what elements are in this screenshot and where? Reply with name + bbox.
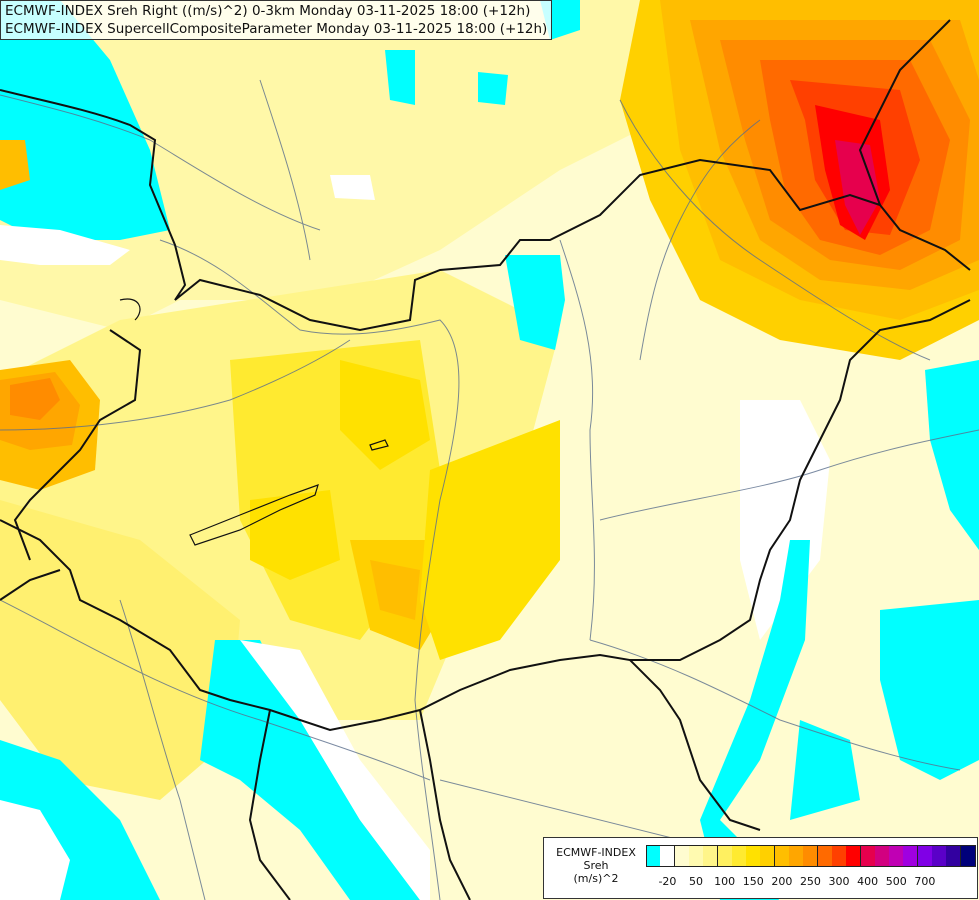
legend-tick-label: -20: [658, 875, 677, 888]
legend-swatch: [774, 845, 790, 867]
legend-tick-label: 300: [828, 875, 850, 888]
legend-tick-label: 50: [689, 875, 704, 888]
header-line-2: ECMWF-INDEX SupercellCompositeParameter …: [5, 21, 548, 37]
legend-swatch: [674, 845, 690, 867]
legend-swatch: [946, 845, 962, 867]
legend-swatch: [746, 845, 762, 867]
legend-swatch: [660, 845, 676, 867]
legend-swatch: [889, 845, 905, 867]
legend-tick-label: 150: [742, 875, 764, 888]
legend-swatch: [903, 845, 919, 867]
legend-swatch: [932, 845, 947, 867]
legend-swatch: [846, 845, 862, 867]
legend-swatch: [917, 845, 933, 867]
legend-swatch: [960, 845, 976, 867]
color-legend: ECMWF-INDEX Sreh (m/s)^2 -20 50 100 150 200 2…: [543, 837, 978, 899]
legend-swatch: [760, 845, 776, 867]
legend-swatch: [831, 845, 847, 867]
legend-swatch: [646, 845, 661, 867]
legend-tick-label: 250: [799, 875, 821, 888]
legend-param: Sreh: [583, 859, 609, 872]
legend-title: ECMWF-INDEX Sreh (m/s)^2: [548, 846, 644, 885]
legend-tick-label: 100: [714, 875, 736, 888]
legend-tick-label: 200: [771, 875, 793, 888]
legend-tick-label: 700: [914, 875, 936, 888]
legend-swatch: [688, 845, 704, 867]
legend-model: ECMWF-INDEX: [556, 846, 636, 859]
legend-tick-label: 500: [885, 875, 907, 888]
legend-swatch: [703, 845, 719, 867]
legend-swatch: [874, 845, 890, 867]
legend-swatch: [731, 845, 747, 867]
legend-swatch: [717, 845, 733, 867]
legend-swatch: [803, 845, 819, 867]
legend-swatch: [860, 845, 876, 867]
header-line-1: ECMWF-INDEX Sreh Right ((m/s)^2) 0-3km M…: [5, 3, 531, 19]
legend-tick-label: 400: [857, 875, 879, 888]
map-header: ECMWF-INDEX Sreh Right ((m/s)^2) 0-3km M…: [0, 0, 553, 40]
legend-swatch: [817, 845, 833, 867]
legend-swatch: [789, 845, 804, 867]
legend-unit: (m/s)^2: [573, 872, 619, 885]
